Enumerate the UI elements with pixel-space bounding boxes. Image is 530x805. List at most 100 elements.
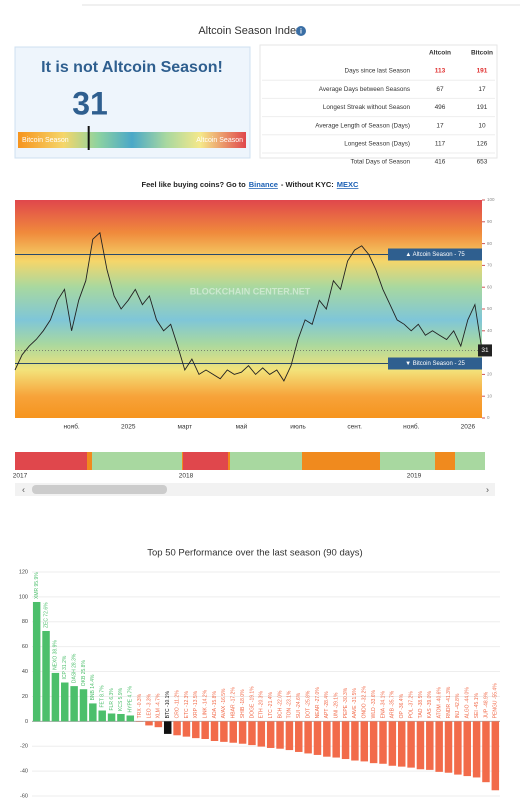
x-tick-label: 2025 xyxy=(121,424,136,431)
bar xyxy=(229,721,236,742)
bar xyxy=(286,721,293,750)
bar xyxy=(454,721,461,774)
bar xyxy=(173,721,180,735)
col-header: Bitcoin xyxy=(471,50,493,57)
cell: 191 xyxy=(477,104,488,111)
bar xyxy=(155,721,162,727)
promo-text: Feel like buying coins? Go to xyxy=(142,180,247,189)
bar xyxy=(164,721,171,734)
bar-label: NEAR -27.0% xyxy=(315,687,321,719)
bar xyxy=(183,721,190,736)
bar xyxy=(33,602,40,721)
row-label: Total Days of Season xyxy=(350,159,410,166)
x-tick-label: сент. xyxy=(347,424,362,431)
bar-label: XLM -4.7% xyxy=(156,693,162,718)
bar-label: UNI -29.1% xyxy=(334,692,340,718)
scroll-thumb[interactable] xyxy=(32,485,167,494)
bar xyxy=(80,689,87,721)
info-i: i xyxy=(300,28,302,35)
y-tick-label: 20 xyxy=(22,694,28,700)
bar xyxy=(145,721,152,725)
y-tick-label: 40 xyxy=(22,669,28,675)
bar-label: AVAX -16.5% xyxy=(221,688,227,718)
cell: 17 xyxy=(478,86,486,93)
x-tick-label: июль xyxy=(290,424,306,431)
promo-text: - Without KYC: xyxy=(281,180,334,189)
scroll-right[interactable]: › xyxy=(486,484,489,494)
y-tick-label: 60 xyxy=(487,284,493,289)
scroll-left[interactable]: ‹ xyxy=(22,484,25,494)
bar xyxy=(492,721,499,790)
bar xyxy=(379,721,386,763)
cell: 113 xyxy=(435,68,446,75)
bar xyxy=(473,721,480,777)
navigator-segment xyxy=(183,452,228,470)
bar-label: TON -23.1% xyxy=(287,690,293,718)
bar xyxy=(192,721,199,738)
row-label: Days since last Season xyxy=(345,68,411,75)
bar-label: BCH -22.0% xyxy=(277,690,283,718)
bar-label: OP -36.4% xyxy=(399,693,405,718)
bar xyxy=(445,721,452,772)
bar-label: ETC -12.3% xyxy=(184,691,190,719)
bar-label: ONDO -32.2% xyxy=(362,686,368,719)
bar-label: ETH -20.3% xyxy=(259,691,265,719)
navigator-segment xyxy=(92,452,182,470)
bar-label: DASH 28.3% xyxy=(71,653,77,683)
bar-label: LINK -14.2% xyxy=(202,689,208,718)
bar xyxy=(98,711,105,722)
bar xyxy=(267,721,274,748)
bar xyxy=(117,714,124,721)
y-tick-label: 100 xyxy=(19,594,28,600)
navigator-segment xyxy=(455,452,485,470)
bar xyxy=(389,721,396,765)
bar xyxy=(276,721,283,748)
y-tick-label: -60 xyxy=(20,793,28,799)
bar-title: Top 50 Performance over the last season … xyxy=(147,548,362,559)
y-tick-label: 20 xyxy=(487,372,493,377)
bar-label: ENA -34.1% xyxy=(380,691,386,719)
bar-label: TRX -0.3% xyxy=(137,693,143,718)
bar-label: ARB -35.7% xyxy=(390,690,396,718)
bar-label: BNB 14.4% xyxy=(90,674,96,700)
bar-label: LTC -21.4% xyxy=(268,691,274,718)
cell: 416 xyxy=(435,159,446,166)
x-tick-label: 2026 xyxy=(461,424,476,431)
bar-label: KAS -39.0% xyxy=(427,691,433,719)
bar-label: ATOM -40.6% xyxy=(436,687,442,719)
promo-link[interactable]: MEXC xyxy=(337,180,359,189)
y-tick-label: 50 xyxy=(487,306,493,311)
row-label: Longest Streak without Season xyxy=(323,104,411,111)
bar xyxy=(314,721,321,755)
cell: 10 xyxy=(478,122,486,129)
row-label: Longest Season (Days) xyxy=(344,140,410,147)
bar xyxy=(482,721,489,782)
y-tick-label: 80 xyxy=(22,619,28,625)
y-tick-label: 100 xyxy=(487,197,495,202)
bar-label: CRO -11.2% xyxy=(174,690,180,719)
promo-link[interactable]: Binance xyxy=(249,180,278,189)
bar xyxy=(351,721,358,760)
cell: 653 xyxy=(477,159,488,166)
bar-label: XMR 95.9% xyxy=(34,572,40,599)
plot-background xyxy=(15,200,482,418)
bar-label: DOT -25.8% xyxy=(305,690,311,718)
bar-label: SEI -45.1% xyxy=(474,692,480,718)
cell: 67 xyxy=(436,86,444,93)
title: Altcoin Season Index xyxy=(198,25,302,37)
bar xyxy=(295,721,302,752)
bar-label: INJ -42.8% xyxy=(455,693,461,718)
bar-label: ZEC 72.6% xyxy=(43,602,49,628)
bar-label: JUP -48.9% xyxy=(483,691,489,718)
bar-label: PENGU -55.4% xyxy=(493,683,499,719)
bar xyxy=(370,721,377,763)
bar-label: LEO -3.3% xyxy=(146,693,152,718)
y-tick-label: 70 xyxy=(487,263,493,268)
y-tick-label: 40 xyxy=(487,328,493,333)
bar-label: ADA -15.8% xyxy=(212,691,218,719)
bar xyxy=(417,721,424,769)
bar xyxy=(426,721,433,770)
index-value: 31 xyxy=(72,85,108,121)
row-label: Average Length of Season (Days) xyxy=(315,122,410,129)
current-value: 31 xyxy=(481,347,489,354)
